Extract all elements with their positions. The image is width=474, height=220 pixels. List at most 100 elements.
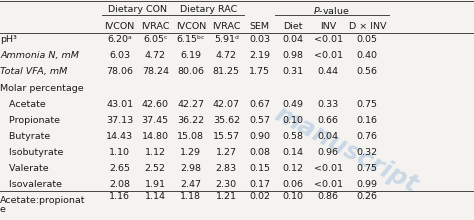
- Text: 0.05: 0.05: [357, 35, 378, 44]
- Text: $\it{P}$-value: $\it{P}$-value: [313, 6, 350, 16]
- Text: 0.76: 0.76: [357, 132, 378, 141]
- Text: Isovalerate: Isovalerate: [0, 180, 62, 189]
- Text: e: e: [0, 205, 6, 214]
- Text: 42.60: 42.60: [142, 100, 169, 108]
- Text: 42.27: 42.27: [177, 100, 204, 108]
- Text: Butyrate: Butyrate: [0, 132, 50, 141]
- Text: 2.52: 2.52: [145, 164, 166, 173]
- Text: 0.17: 0.17: [249, 180, 270, 189]
- Text: 0.03: 0.03: [249, 35, 270, 44]
- Text: 80.06: 80.06: [177, 68, 204, 76]
- Text: Valerate: Valerate: [0, 164, 49, 173]
- Text: 1.10: 1.10: [109, 148, 130, 157]
- Text: 0.66: 0.66: [318, 116, 339, 125]
- Text: 0.57: 0.57: [249, 116, 270, 125]
- Text: 0.15: 0.15: [249, 164, 270, 173]
- Text: 0.06: 0.06: [282, 180, 303, 189]
- Text: 0.10: 0.10: [282, 116, 303, 125]
- Text: 6.05ᶜ: 6.05ᶜ: [143, 35, 167, 44]
- Text: 0.99: 0.99: [357, 180, 378, 189]
- Text: Propionate: Propionate: [0, 116, 60, 125]
- Text: IVCON: IVCON: [105, 22, 135, 31]
- Text: <0.01: <0.01: [314, 164, 343, 173]
- Text: 6.15ᵇᶜ: 6.15ᵇᶜ: [176, 35, 205, 44]
- Text: 0.16: 0.16: [357, 116, 378, 125]
- Text: Acetate: Acetate: [0, 100, 46, 108]
- Text: 2.98: 2.98: [180, 164, 201, 173]
- Text: 78.24: 78.24: [142, 68, 169, 76]
- Text: 14.80: 14.80: [142, 132, 169, 141]
- Text: 0.12: 0.12: [282, 164, 303, 173]
- Text: 81.25: 81.25: [213, 68, 240, 76]
- Text: 0.26: 0.26: [357, 192, 378, 200]
- Text: <0.01: <0.01: [314, 180, 343, 189]
- Text: IVRAC: IVRAC: [212, 22, 241, 31]
- Text: Isobutyrate: Isobutyrate: [0, 148, 64, 157]
- Text: 35.62: 35.62: [213, 116, 240, 125]
- Text: 0.90: 0.90: [249, 132, 270, 141]
- Text: 2.83: 2.83: [216, 164, 237, 173]
- Text: pH³: pH³: [0, 35, 17, 44]
- Text: 0.67: 0.67: [249, 100, 270, 108]
- Text: 1.21: 1.21: [216, 192, 237, 200]
- Text: IVCON: IVCON: [176, 22, 206, 31]
- Text: 0.04: 0.04: [318, 132, 339, 141]
- Text: Acetate:propionat: Acetate:propionat: [0, 196, 85, 205]
- Text: 0.96: 0.96: [318, 148, 339, 157]
- Text: SEM: SEM: [249, 22, 270, 31]
- Text: Dietary RAC: Dietary RAC: [180, 6, 237, 15]
- Text: 1.18: 1.18: [180, 192, 201, 200]
- Text: 0.98: 0.98: [282, 51, 303, 60]
- Text: 14.43: 14.43: [106, 132, 133, 141]
- Text: Ammonia N, mM: Ammonia N, mM: [0, 51, 79, 60]
- Text: manuscript: manuscript: [270, 102, 422, 198]
- Text: Dietary CON: Dietary CON: [108, 6, 167, 15]
- Text: 0.75: 0.75: [357, 164, 378, 173]
- Text: 6.03: 6.03: [109, 51, 130, 60]
- Text: 0.10: 0.10: [282, 192, 303, 200]
- Text: 2.08: 2.08: [109, 180, 130, 189]
- Text: Total VFA, mM: Total VFA, mM: [0, 68, 67, 76]
- Text: 1.29: 1.29: [180, 148, 201, 157]
- Text: 0.56: 0.56: [357, 68, 378, 76]
- Text: <0.01: <0.01: [314, 35, 343, 44]
- Text: 0.49: 0.49: [282, 100, 303, 108]
- Text: 15.08: 15.08: [177, 132, 204, 141]
- Text: 0.32: 0.32: [357, 148, 378, 157]
- Text: Molar percentage: Molar percentage: [0, 84, 83, 92]
- Text: 5.91ᵈ: 5.91ᵈ: [214, 35, 239, 44]
- Text: 4.72: 4.72: [145, 51, 166, 60]
- Text: 2.30: 2.30: [216, 180, 237, 189]
- Text: 15.57: 15.57: [213, 132, 240, 141]
- Text: <0.01: <0.01: [314, 51, 343, 60]
- Text: INV: INV: [320, 22, 337, 31]
- Text: 0.75: 0.75: [357, 100, 378, 108]
- Text: 1.12: 1.12: [145, 148, 166, 157]
- Text: 0.08: 0.08: [249, 148, 270, 157]
- Text: 0.40: 0.40: [357, 51, 378, 60]
- Text: 0.31: 0.31: [282, 68, 303, 76]
- Text: 6.20ᵃ: 6.20ᵃ: [107, 35, 132, 44]
- Text: 1.27: 1.27: [216, 148, 237, 157]
- Text: 1.16: 1.16: [109, 192, 130, 200]
- Text: 78.06: 78.06: [106, 68, 133, 76]
- Text: 1.14: 1.14: [145, 192, 166, 200]
- Text: 43.01: 43.01: [106, 100, 133, 108]
- Text: D × INV: D × INV: [348, 22, 386, 31]
- Text: 1.75: 1.75: [249, 68, 270, 76]
- Text: 0.33: 0.33: [318, 100, 339, 108]
- Text: Diet: Diet: [283, 22, 302, 31]
- Text: 2.65: 2.65: [109, 164, 130, 173]
- Text: 6.19: 6.19: [180, 51, 201, 60]
- Text: 2.19: 2.19: [249, 51, 270, 60]
- Text: 0.58: 0.58: [282, 132, 303, 141]
- Text: 0.04: 0.04: [282, 35, 303, 44]
- Text: 1.91: 1.91: [145, 180, 166, 189]
- Text: 37.13: 37.13: [106, 116, 133, 125]
- Text: 42.07: 42.07: [213, 100, 240, 108]
- Text: IVRAC: IVRAC: [141, 22, 170, 31]
- Text: 37.45: 37.45: [142, 116, 169, 125]
- Text: 0.86: 0.86: [318, 192, 339, 200]
- Text: 0.44: 0.44: [318, 68, 339, 76]
- Text: 4.72: 4.72: [216, 51, 237, 60]
